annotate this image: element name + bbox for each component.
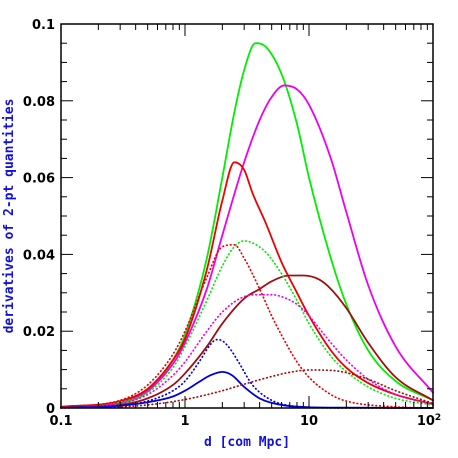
x-tick-label: 0.1 bbox=[49, 414, 72, 429]
series-line-blue-dotted bbox=[60, 338, 434, 409]
tick-labels-layer: 0.1 1 10 102 0 0.02 0.04 0.06 0.08 0.1 bbox=[23, 18, 441, 429]
x-tick-label: 1 bbox=[180, 414, 189, 429]
x-tick-label-exponent: 2 bbox=[435, 413, 441, 423]
ticks-layer bbox=[60, 23, 433, 409]
series-line-magenta-solid bbox=[60, 84, 434, 408]
series-line-darkred-dotted bbox=[60, 369, 434, 409]
series-line-green-dotted bbox=[60, 240, 434, 409]
y-tick-label: 0 bbox=[46, 402, 55, 417]
x-tick-label: 10 bbox=[300, 414, 318, 429]
series-line-green-solid bbox=[60, 42, 434, 409]
series-layer bbox=[60, 42, 434, 409]
series-line-red-solid bbox=[60, 161, 434, 408]
plot-frame bbox=[60, 23, 434, 409]
y-tick-label: 0.04 bbox=[23, 248, 55, 263]
y-tick-label: 0.02 bbox=[23, 325, 55, 340]
y-tick-label: 0.1 bbox=[32, 18, 55, 33]
series-line-red-dotted bbox=[60, 243, 434, 409]
x-axis-title: d [com Mpc] bbox=[204, 435, 290, 450]
y-tick-label: 0.06 bbox=[23, 172, 55, 187]
series-line-blue-solid bbox=[60, 371, 434, 409]
x-tick-label: 102 bbox=[417, 413, 441, 429]
series-line-darkred-solid bbox=[60, 274, 434, 409]
y-tick-label: 0.08 bbox=[23, 95, 55, 110]
y-axis-title: derivatives of 2-pt quantities bbox=[2, 99, 17, 334]
series-line-magenta-dotted bbox=[60, 293, 434, 409]
